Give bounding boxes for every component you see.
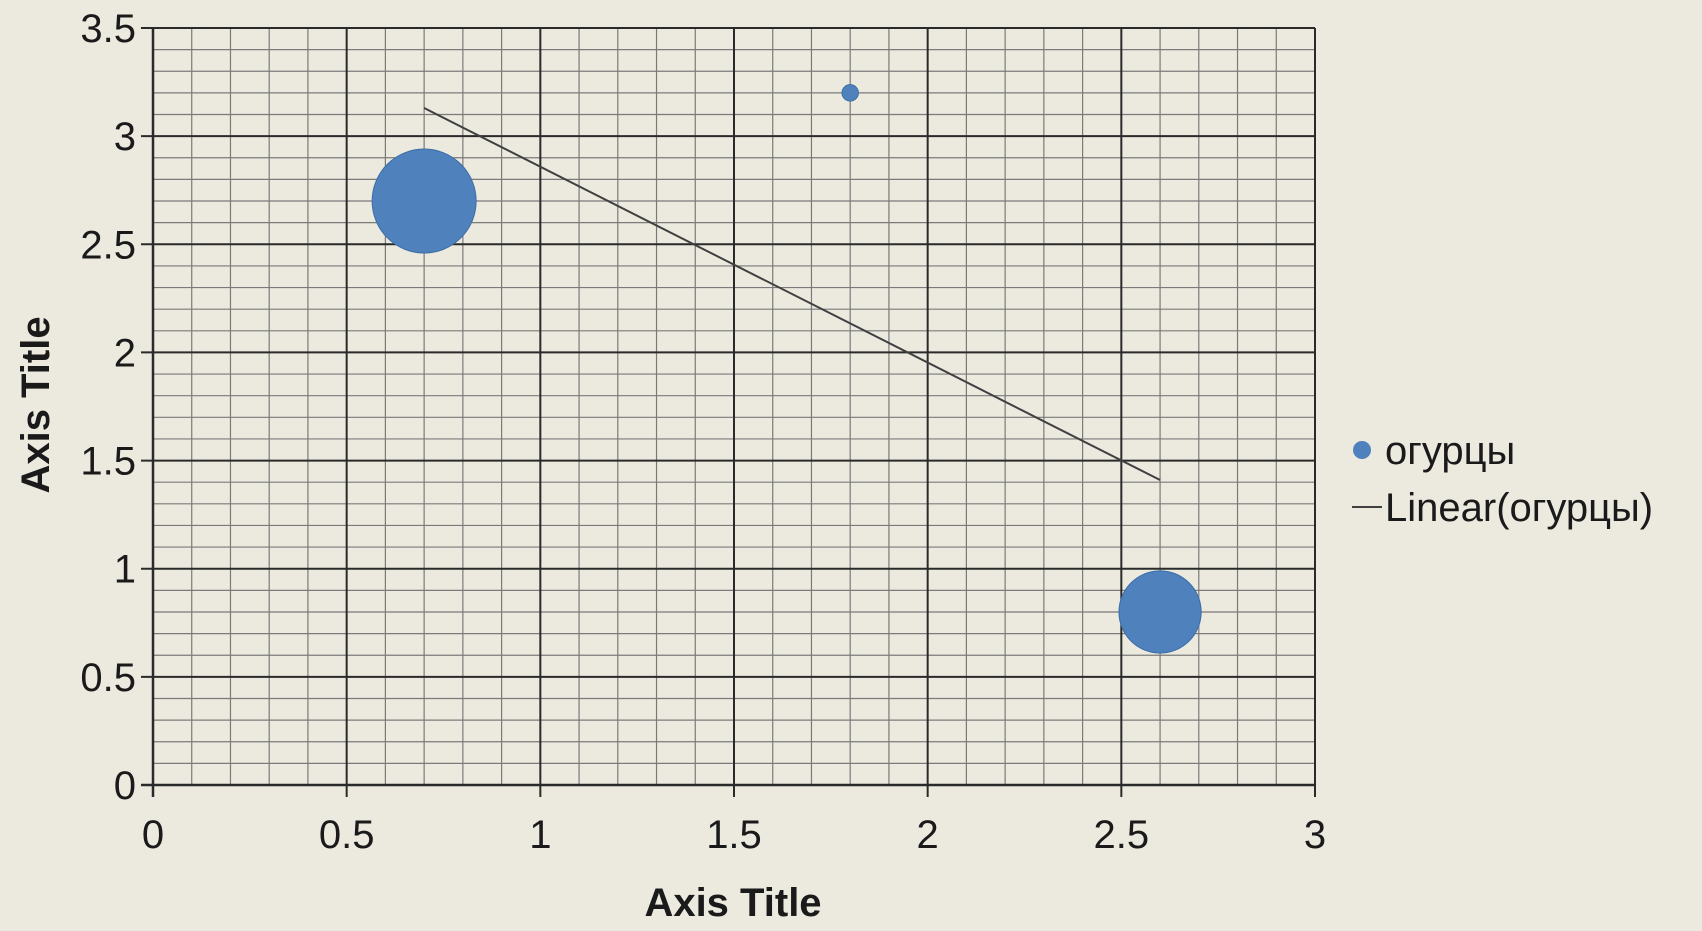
y-tick-label: 0.5 xyxy=(80,656,136,700)
x-tick-labels: 0 0.5 1 1.5 2 2.5 3 xyxy=(142,813,1326,857)
bubble-layer xyxy=(371,84,1202,654)
legend: огурцы Linear(огурцы) xyxy=(1352,429,1653,530)
bubble-point xyxy=(841,84,859,102)
y-tick-label: 3.5 xyxy=(80,7,136,51)
trendline-layer xyxy=(423,107,1161,481)
x-axis-title: Axis Title xyxy=(644,881,821,925)
y-tick-label: 0 xyxy=(114,764,136,808)
x-tick-label: 0.5 xyxy=(319,813,375,857)
legend-label-trendline: Linear(огурцы) xyxy=(1385,486,1653,530)
y-axis-title: Axis Title xyxy=(14,316,58,493)
y-tick-label: 2 xyxy=(114,331,136,375)
legend-label-ogurtsy: огурцы xyxy=(1385,429,1515,473)
major-gridlines xyxy=(141,27,1316,786)
bubble-point xyxy=(371,148,477,254)
x-tick-label: 0 xyxy=(142,813,164,857)
y-tick-label: 3 xyxy=(114,115,136,159)
x-tick-label: 1 xyxy=(529,813,551,857)
y-tick-labels: 0 0.5 1 1.5 2 2.5 3 3.5 xyxy=(80,7,136,808)
legend-marker-ogurtsy xyxy=(1353,441,1371,459)
x-tick-label: 2.5 xyxy=(1094,813,1150,857)
bubble-point xyxy=(1118,570,1202,654)
y-tick-label: 1.5 xyxy=(80,440,136,484)
x-tick-label: 2 xyxy=(917,813,939,857)
x-tick-label: 3 xyxy=(1304,813,1326,857)
trendline xyxy=(423,107,1161,481)
y-tick-label: 2.5 xyxy=(80,223,136,267)
x-tick-label: 1.5 xyxy=(706,813,762,857)
y-tick-label: 1 xyxy=(114,548,136,592)
axes xyxy=(141,28,1316,797)
